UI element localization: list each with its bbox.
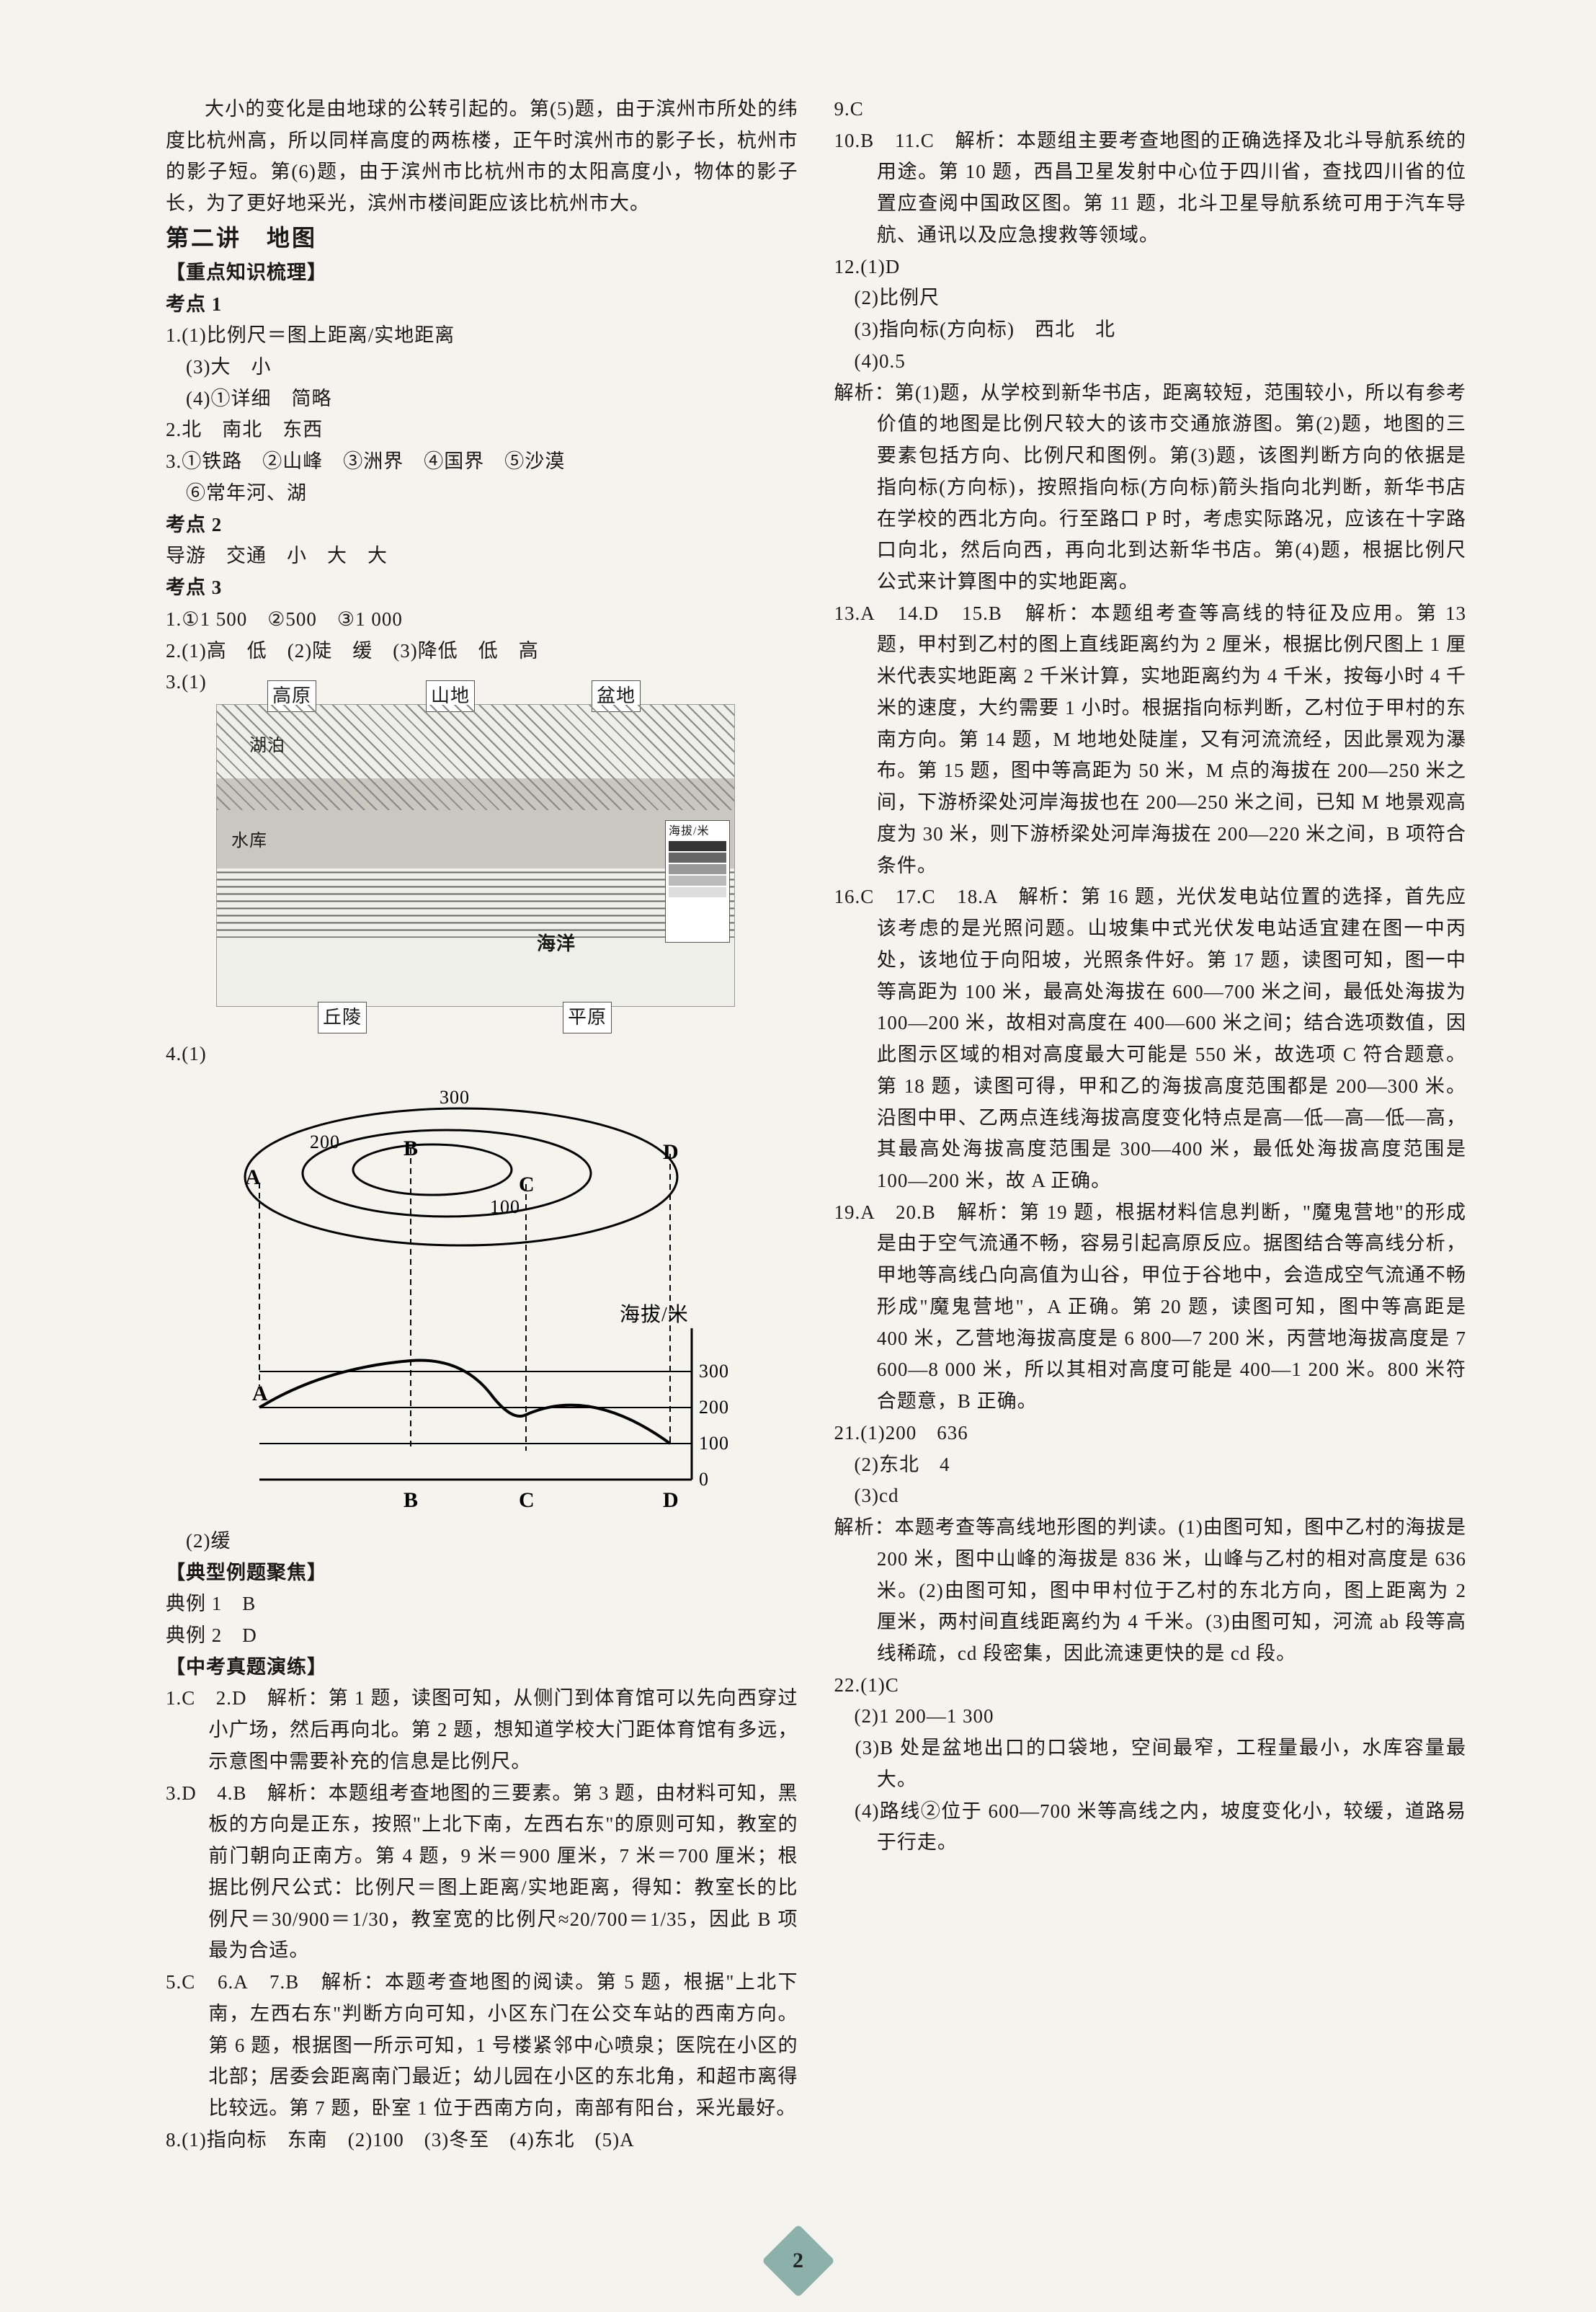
fig1-label-qiuling: 丘陵 xyxy=(318,1002,367,1033)
fig1-label-reservoir: 水库 xyxy=(231,827,267,855)
kp1-line2: 2.北 南北 东西 xyxy=(166,414,798,446)
q21-3: (3)cd xyxy=(834,1480,1467,1512)
fig1-label-pingyuan: 平原 xyxy=(563,1002,612,1033)
svg-text:D: D xyxy=(663,1140,679,1164)
q16-18: 16.C 17.C 18.A 解析：第 16 题，光伏发电站位置的选择，首先应该… xyxy=(834,881,1467,1196)
kp1-line3b: 3.①铁路 ②山峰 ③洲界 ④国界 ⑤沙漠 xyxy=(166,446,798,478)
svg-text:C: C xyxy=(519,1173,535,1196)
q13-15: 13.A 14.D 15.B 解析：本题组考查等高线的特征及应用。第 13 题，… xyxy=(834,598,1467,882)
heading-knowledge: 【重点知识梳理】 xyxy=(166,257,798,289)
q5-7: 5.C 6.A 7.B 解析：本题考查地图的阅读。第 5 题，根据"上北下南，左… xyxy=(166,1967,798,2125)
kp1-line4: (4)①详细 简略 xyxy=(166,383,798,415)
svg-text:海拔/米: 海拔/米 xyxy=(620,1303,689,1326)
q10-11: 10.B 11.C 解析：本题组主要考查地图的正确选择及北斗导航系统的用途。第 … xyxy=(834,125,1467,252)
heading-examples: 【典型例题聚焦】 xyxy=(166,1557,798,1589)
q12-analysis: 解析：第(1)题，从学校到新华书店，距离较短，范围较小，所以有参考价值的地图是比… xyxy=(834,378,1467,598)
kp3-line3: 3.(1) xyxy=(166,667,798,698)
svg-text:0: 0 xyxy=(699,1469,709,1490)
q22-4: (4)路线②位于 600—700 米等高线之内，坡度变化小，较缓，道路易于行走。 xyxy=(834,1796,1467,1859)
kp3-line4: 4.(1) xyxy=(166,1039,798,1070)
svg-text:200: 200 xyxy=(310,1131,340,1152)
q12-2: (2)比例尺 xyxy=(834,283,1467,314)
figure-terrain-map: 高原 山地 盆地 丘陵 平原 湖泊 水库 海洋 海拔/米 xyxy=(216,704,735,1007)
svg-text:A: A xyxy=(252,1382,269,1405)
fig1-legend: 海拔/米 xyxy=(665,820,730,943)
fig1-label-ocean: 海洋 xyxy=(537,929,576,959)
kp2-line: 导游 交通 小 大 大 xyxy=(166,541,798,572)
kp1-line1: 1.(1)比例尺＝图上距离/实地距离 xyxy=(166,320,798,352)
heading-exam: 【中考真题演练】 xyxy=(166,1652,798,1684)
intro-paragraph: 大小的变化是由地球的公转引起的。第(5)题，由于滨州市所处的纬度比杭州高，所以同… xyxy=(166,94,798,220)
fig1-label-lake: 湖泊 xyxy=(249,732,285,760)
svg-text:100: 100 xyxy=(490,1196,520,1217)
q19-20: 19.A 20.B 解析：第 19 题，根据材料信息判断，"魔鬼营地"的形成是由… xyxy=(834,1197,1467,1418)
q12-4: (4)0.5 xyxy=(834,346,1467,378)
kp1-line3: (3)大 小 xyxy=(166,352,798,383)
figure-contour-profile: 300 200 A B C D 100 300 200 1 xyxy=(216,1076,735,1523)
kaodian-3: 考点 3 xyxy=(166,572,798,604)
fig1-legend-title: 海拔/米 xyxy=(669,824,726,840)
kp3-line2: 2.(1)高 低 (2)陡 缓 (3)降低 低 高 xyxy=(166,636,798,667)
q22-2: (2)1 200—1 300 xyxy=(834,1701,1467,1733)
svg-text:C: C xyxy=(519,1488,535,1512)
q1-2: 1.C 2.D 解析：第 1 题，读图可知，从侧门到体育馆可以先向西穿过小广场，… xyxy=(166,1683,798,1777)
q9: 9.C xyxy=(834,94,1467,125)
q3-4: 3.D 4.B 解析：本题组考查地图的三要素。第 3 题，由材料可知，黑板的方向… xyxy=(166,1778,798,1967)
page-number-badge: 2 xyxy=(772,2235,824,2287)
kaodian-2: 考点 2 xyxy=(166,510,798,541)
fig2-svg: 300 200 A B C D 100 300 200 1 xyxy=(216,1076,735,1523)
kp3-line4b: (2)缓 xyxy=(166,1526,798,1557)
fig1-graphic xyxy=(217,705,734,1006)
svg-text:B: B xyxy=(404,1488,419,1512)
q8: 8.(1)指向标 东南 (2)100 (3)冬至 (4)东北 (5)A xyxy=(166,2125,798,2156)
q22-3: (3)B 处是盆地出口的口袋地，空间最窄，工程量最小，水库容量最大。 xyxy=(834,1733,1467,1795)
svg-text:300: 300 xyxy=(440,1087,470,1108)
q21-2: (2)东北 4 xyxy=(834,1449,1467,1481)
kp3-line1: 1.①1 500 ②500 ③1 000 xyxy=(166,604,798,636)
q21-1: 21.(1)200 636 xyxy=(834,1418,1467,1449)
q12-3: (3)指向标(方向标) 西北 北 xyxy=(834,314,1467,346)
q12-1: 12.(1)D xyxy=(834,252,1467,283)
example-2: 典例 2 D xyxy=(166,1620,798,1652)
right-column: 9.C 10.B 11.C 解析：本题组主要考查地图的正确选择及北斗导航系统的用… xyxy=(834,94,1467,2254)
section-title: 第二讲 地图 xyxy=(166,220,798,257)
q21-analysis: 解析：本题考查等高线地形图的判读。(1)由图可知，图中乙村的海拔是 200 米，… xyxy=(834,1512,1467,1670)
svg-text:100: 100 xyxy=(699,1433,729,1454)
svg-text:200: 200 xyxy=(699,1397,729,1418)
left-column: 大小的变化是由地球的公转引起的。第(5)题，由于滨州市所处的纬度比杭州高，所以同… xyxy=(166,94,798,2254)
kaodian-1: 考点 1 xyxy=(166,289,798,321)
svg-text:D: D xyxy=(663,1488,679,1512)
page-container: 大小的变化是由地球的公转引起的。第(5)题，由于滨州市所处的纬度比杭州高，所以同… xyxy=(0,0,1596,2312)
page-number-text: 2 xyxy=(772,2235,824,2287)
example-1: 典例 1 B xyxy=(166,1588,798,1620)
q22-1: 22.(1)C xyxy=(834,1670,1467,1702)
kp1-line3c: ⑥常年河、湖 xyxy=(166,478,798,510)
svg-text:300: 300 xyxy=(699,1361,729,1382)
